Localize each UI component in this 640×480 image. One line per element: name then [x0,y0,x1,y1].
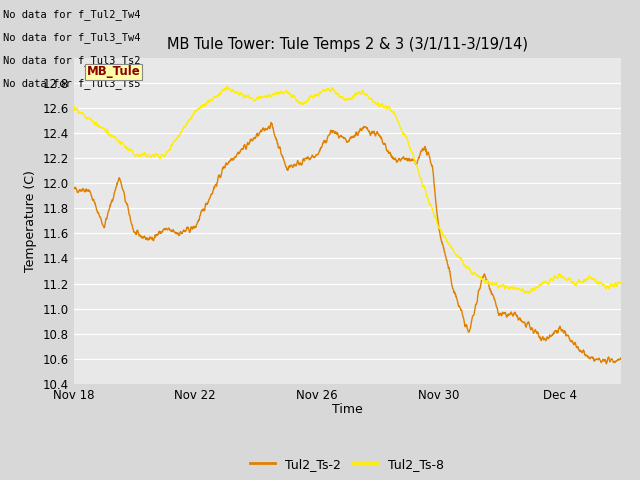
Text: No data for f_Tul3_Ts2: No data for f_Tul3_Ts2 [3,55,141,66]
Text: MB_Tule: MB_Tule [86,65,140,78]
Text: No data for f_Tul3_Ts5: No data for f_Tul3_Ts5 [3,78,141,89]
Text: No data for f_Tul3_Tw4: No data for f_Tul3_Tw4 [3,32,141,43]
Text: No data for f_Tul2_Tw4: No data for f_Tul2_Tw4 [3,9,141,20]
Legend: Tul2_Ts-2, Tul2_Ts-8: Tul2_Ts-2, Tul2_Ts-8 [245,453,449,476]
Title: MB Tule Tower: Tule Temps 2 & 3 (3/1/11-3/19/14): MB Tule Tower: Tule Temps 2 & 3 (3/1/11-… [166,37,528,52]
X-axis label: Time: Time [332,403,363,416]
Y-axis label: Temperature (C): Temperature (C) [24,170,37,272]
